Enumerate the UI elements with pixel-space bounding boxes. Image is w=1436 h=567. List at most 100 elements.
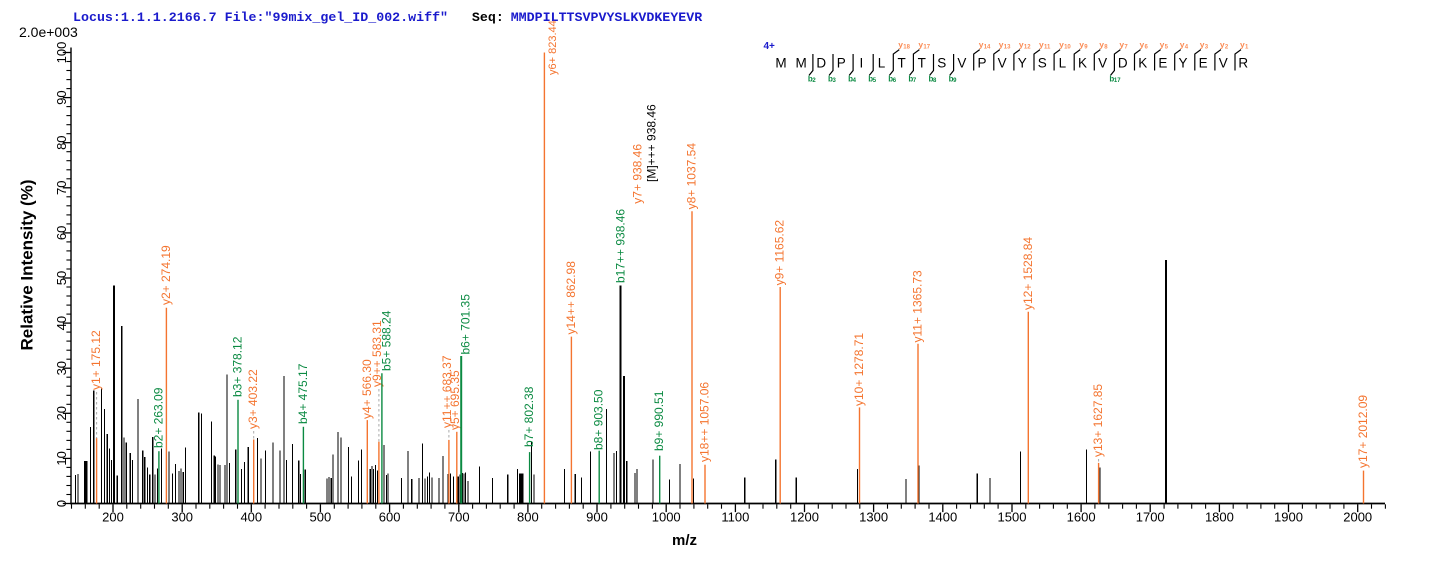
svg-text:y1+ 175.12: y1+ 175.12 (89, 330, 103, 390)
svg-text:y13+ 1627.85: y13+ 1627.85 (1091, 384, 1105, 457)
svg-text:y: y (1140, 40, 1145, 50)
svg-text:Y: Y (1018, 55, 1027, 70)
svg-text:14: 14 (984, 45, 991, 51)
svg-text:Y: Y (1178, 55, 1187, 70)
svg-text:T: T (918, 55, 926, 70)
svg-text:y8+ 1037.54: y8+ 1037.54 (685, 143, 699, 210)
svg-text:12: 12 (1024, 45, 1031, 51)
svg-text:V: V (1098, 55, 1107, 70)
svg-text:0: 0 (54, 500, 69, 507)
svg-text:b3+ 378.12: b3+ 378.12 (231, 336, 245, 397)
svg-text:17: 17 (1114, 78, 1121, 84)
svg-text:4: 4 (853, 78, 857, 84)
svg-text:7: 7 (913, 78, 917, 84)
svg-text:b: b (908, 74, 913, 83)
svg-text:M: M (795, 55, 806, 70)
svg-text:13: 13 (1004, 45, 1011, 51)
svg-text:2000: 2000 (1343, 510, 1372, 525)
svg-text:M: M (775, 55, 786, 70)
svg-text:1: 1 (1245, 45, 1249, 51)
svg-text:y11+ 1365.73: y11+ 1365.73 (911, 270, 925, 343)
svg-text:2: 2 (1225, 45, 1229, 51)
svg-text:y: y (1099, 40, 1104, 50)
svg-text:6: 6 (1145, 45, 1149, 51)
svg-text:40: 40 (54, 316, 69, 330)
svg-text:y3+ 403.22: y3+ 403.22 (246, 369, 260, 429)
svg-text:500: 500 (310, 510, 332, 525)
svg-text:2: 2 (812, 78, 816, 84)
svg-text:y: y (1160, 40, 1165, 50)
svg-text:700: 700 (448, 510, 470, 525)
svg-text:y4+ 566.30: y4+ 566.30 (360, 359, 374, 419)
svg-text:b4+ 475.17: b4+ 475.17 (296, 363, 310, 424)
svg-text:400: 400 (240, 510, 262, 525)
svg-text:2.0e+003: 2.0e+003 (19, 24, 78, 40)
svg-text:S: S (937, 55, 946, 70)
svg-text:50: 50 (54, 271, 69, 285)
svg-text:60: 60 (54, 226, 69, 240)
svg-text:D: D (1118, 55, 1128, 70)
svg-text:m/z: m/z (672, 532, 697, 549)
svg-text:7: 7 (1124, 45, 1128, 51)
svg-text:y: y (1220, 40, 1225, 50)
svg-text:800: 800 (517, 510, 539, 525)
svg-text:y17+ 2012.09: y17+ 2012.09 (1356, 395, 1370, 468)
svg-text:b: b (808, 74, 813, 83)
svg-text:y9+ 1165.62: y9+ 1165.62 (773, 220, 787, 286)
svg-text:17: 17 (923, 45, 930, 51)
svg-text:b: b (888, 74, 893, 83)
svg-text:3: 3 (1205, 45, 1209, 51)
svg-text:R: R (1238, 55, 1248, 70)
svg-text:b17++ 938.46: b17++ 938.46 (614, 209, 628, 283)
svg-text:5: 5 (1165, 45, 1169, 51)
svg-text:S: S (1038, 55, 1047, 70)
svg-text:E: E (1199, 55, 1208, 70)
svg-text:V: V (998, 55, 1007, 70)
svg-text:V: V (957, 55, 966, 70)
svg-text:1900: 1900 (1274, 510, 1303, 525)
svg-text:1000: 1000 (652, 510, 681, 525)
svg-text:y2+ 274.19: y2+ 274.19 (159, 245, 173, 305)
svg-text:V: V (1219, 55, 1228, 70)
svg-text:y: y (1039, 40, 1044, 50)
svg-text:5: 5 (873, 78, 877, 84)
svg-text:y: y (1180, 40, 1185, 50)
svg-text:1100: 1100 (721, 510, 749, 525)
svg-text:8: 8 (933, 78, 937, 84)
svg-text:y: y (1019, 40, 1024, 50)
svg-text:y: y (1059, 40, 1064, 50)
svg-text:y7+ 938.46: y7+ 938.46 (631, 144, 645, 204)
svg-text:1400: 1400 (928, 510, 957, 525)
svg-text:y: y (898, 40, 903, 50)
svg-text:6: 6 (893, 78, 897, 84)
svg-text:1700: 1700 (1136, 510, 1165, 525)
svg-text:y5+ 695.35: y5+ 695.35 (448, 370, 462, 430)
svg-text:K: K (1138, 55, 1147, 70)
svg-text:E: E (1158, 55, 1167, 70)
svg-text:K: K (1078, 55, 1087, 70)
svg-text:L: L (1059, 55, 1067, 70)
svg-text:D: D (816, 55, 826, 70)
svg-text:b: b (828, 74, 833, 83)
svg-text:b: b (1109, 74, 1114, 83)
svg-text:b: b (929, 74, 934, 83)
svg-text:y11++ 683.37: y11++ 683.37 (440, 355, 454, 428)
svg-text:18: 18 (903, 45, 910, 51)
svg-text:y: y (979, 40, 984, 50)
svg-text:b5+ 588.24: b5+ 588.24 (379, 310, 393, 371)
svg-text:MMDPILTTSVPVYSLKVDKEYEVR: MMDPILTTSVPVYSLKVDKEYEVR (511, 10, 703, 25)
svg-text:1500: 1500 (998, 510, 1027, 525)
svg-text:L: L (878, 55, 886, 70)
svg-text:y14++ 862.98: y14++ 862.98 (564, 261, 578, 335)
svg-text:Seq:: Seq: (472, 10, 504, 25)
svg-text:1200: 1200 (790, 510, 819, 525)
svg-text:900: 900 (586, 510, 608, 525)
svg-text:y: y (999, 40, 1004, 50)
svg-text:70: 70 (54, 181, 69, 195)
svg-text:4+: 4+ (764, 41, 776, 52)
svg-text:b8+ 903.50: b8+ 903.50 (592, 389, 606, 450)
svg-text:600: 600 (379, 510, 401, 525)
svg-text:90: 90 (54, 90, 69, 104)
svg-text:y18++ 1057.06: y18++ 1057.06 (698, 382, 712, 462)
svg-text:Relative Intensity (%): Relative Intensity (%) (18, 180, 37, 351)
